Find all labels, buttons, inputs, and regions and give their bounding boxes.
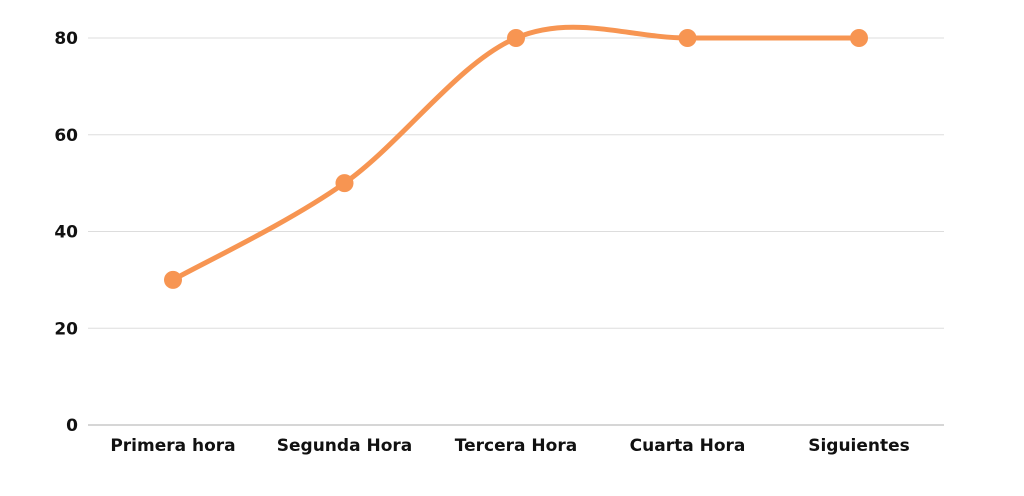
y-tick-label-0: 0 [66,416,78,436]
data-point-0-3 [678,29,697,47]
y-tick-label-80: 80 [54,29,78,49]
x-tick-label-2: Tercera Hora [455,436,577,456]
data-point-0-2 [507,29,525,47]
markers-layer [164,29,868,289]
x-tick-label-3: Cuarta Hora [630,436,746,456]
x-tick-label-1: Segunda Hora [277,436,412,456]
x-tick-label-4: Siguientes [808,436,910,456]
x-axis-ticks: Primera hora Segunda Hora Tercera Hora Cuar… [110,436,909,456]
y-tick-label-60: 60 [54,126,78,146]
y-tick-label-40: 40 [54,223,78,243]
y-axis-ticks: 0 20 40 60 80 [54,29,78,436]
data-point-0-0 [164,270,182,289]
y-tick-label-20: 20 [54,319,78,339]
x-tick-label-0: Primera hora [110,436,235,456]
series-layer [170,24,862,283]
gridlines [88,37,944,426]
data-point-0-1 [335,174,354,193]
data-point-0-4 [850,29,868,47]
series-line-0 [170,24,862,283]
